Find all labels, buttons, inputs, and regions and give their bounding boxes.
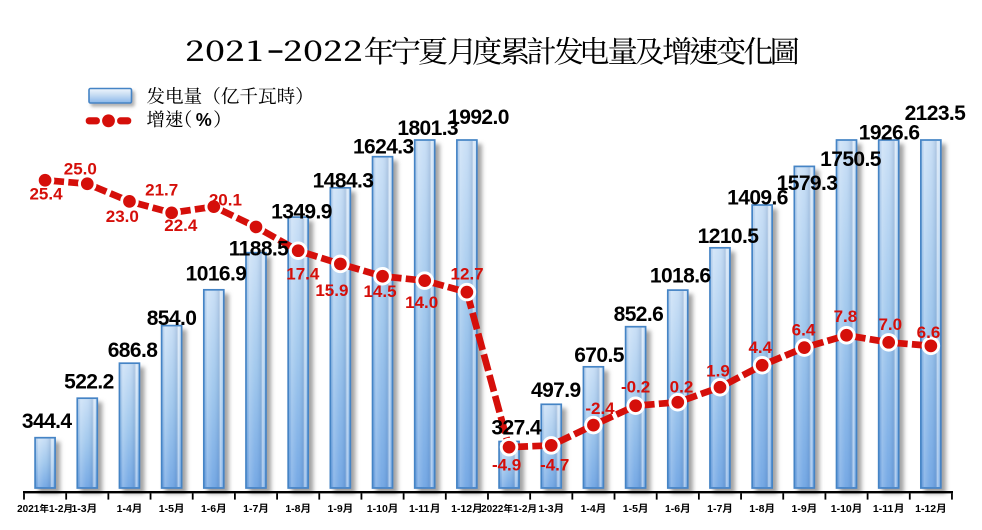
svg-text:1-3: 1-3: [71, 503, 86, 515]
svg-text:1-3: 1-3: [538, 503, 553, 515]
svg-text:1-2: 1-2: [49, 504, 64, 515]
svg-text:1-7: 1-7: [243, 503, 258, 515]
svg-text:1-11: 1-11: [409, 503, 430, 515]
svg-text:7.8: 7.8: [834, 307, 858, 326]
svg-text:1926.6: 1926.6: [859, 122, 920, 145]
svg-text:1-2: 1-2: [513, 504, 528, 515]
svg-text:14.0: 14.0: [405, 293, 438, 312]
svg-text:12.7: 12.7: [451, 264, 484, 283]
svg-text:1484.3: 1484.3: [313, 170, 374, 193]
svg-text:-4.7: -4.7: [540, 456, 569, 475]
svg-text:1624.3: 1624.3: [353, 136, 414, 159]
svg-text:854.0: 854.0: [147, 307, 197, 330]
svg-text:1992.0: 1992.0: [448, 106, 509, 129]
svg-text:1-5: 1-5: [623, 503, 638, 515]
svg-text:6.4: 6.4: [792, 321, 816, 340]
svg-text:1210.5: 1210.5: [698, 225, 760, 248]
svg-text:1-9: 1-9: [328, 503, 343, 515]
svg-text:%: %: [196, 110, 212, 130]
svg-text:522.2: 522.2: [64, 371, 114, 394]
svg-text:1-9: 1-9: [791, 503, 806, 515]
svg-text:21.7: 21.7: [145, 181, 178, 200]
svg-text:1018.6: 1018.6: [650, 265, 711, 288]
svg-text:497.9: 497.9: [531, 379, 581, 402]
svg-text:22.4: 22.4: [164, 216, 198, 235]
svg-text:17.4: 17.4: [286, 264, 320, 283]
svg-text:15.9: 15.9: [315, 281, 348, 300]
svg-text:25.0: 25.0: [64, 160, 97, 179]
svg-text:852.6: 852.6: [614, 303, 664, 326]
svg-text:-0.2: -0.2: [621, 377, 650, 396]
svg-text:1-10: 1-10: [367, 503, 388, 515]
svg-text:1-7: 1-7: [707, 503, 722, 515]
svg-text:1579.3: 1579.3: [777, 172, 838, 195]
svg-text:-4.9: -4.9: [492, 456, 521, 475]
svg-text:670.5: 670.5: [574, 344, 624, 367]
svg-text:1750.5: 1750.5: [820, 148, 882, 171]
svg-text:327.4: 327.4: [491, 416, 541, 439]
svg-text:344.4: 344.4: [22, 410, 72, 433]
svg-text:1-12: 1-12: [451, 503, 472, 515]
svg-text:1-8: 1-8: [285, 503, 300, 515]
svg-text:1-5: 1-5: [159, 503, 174, 515]
svg-text:25.4: 25.4: [29, 184, 63, 203]
svg-text:1-8: 1-8: [749, 503, 764, 515]
svg-text:14.5: 14.5: [363, 282, 396, 301]
svg-text:-2.4: -2.4: [585, 399, 615, 418]
svg-text:1.9: 1.9: [706, 361, 730, 380]
svg-text:1801.3: 1801.3: [397, 117, 458, 140]
svg-text:0.2: 0.2: [670, 377, 694, 396]
svg-text:6.6: 6.6: [917, 323, 941, 342]
svg-text:1188.5: 1188.5: [229, 238, 289, 261]
svg-text:1-11: 1-11: [873, 503, 894, 515]
svg-text:4.4: 4.4: [748, 338, 772, 357]
svg-text:2022: 2022: [481, 504, 504, 515]
svg-text:1-12: 1-12: [915, 503, 936, 515]
svg-text:1349.9: 1349.9: [271, 200, 332, 223]
svg-text:20.1: 20.1: [209, 191, 242, 210]
svg-text:1-10: 1-10: [831, 503, 852, 515]
svg-text:1-4: 1-4: [581, 503, 596, 515]
svg-text:1-6: 1-6: [665, 503, 680, 515]
svg-text:1-4: 1-4: [117, 503, 132, 515]
svg-text:686.8: 686.8: [108, 339, 158, 362]
svg-text:7.0: 7.0: [878, 315, 902, 334]
svg-text:2021: 2021: [17, 504, 40, 515]
svg-text:1016.9: 1016.9: [186, 263, 247, 286]
svg-text:1-6: 1-6: [201, 503, 216, 515]
svg-text:2123.5: 2123.5: [905, 102, 967, 125]
svg-text:1409.6: 1409.6: [727, 187, 788, 210]
svg-text:23.0: 23.0: [106, 207, 139, 226]
